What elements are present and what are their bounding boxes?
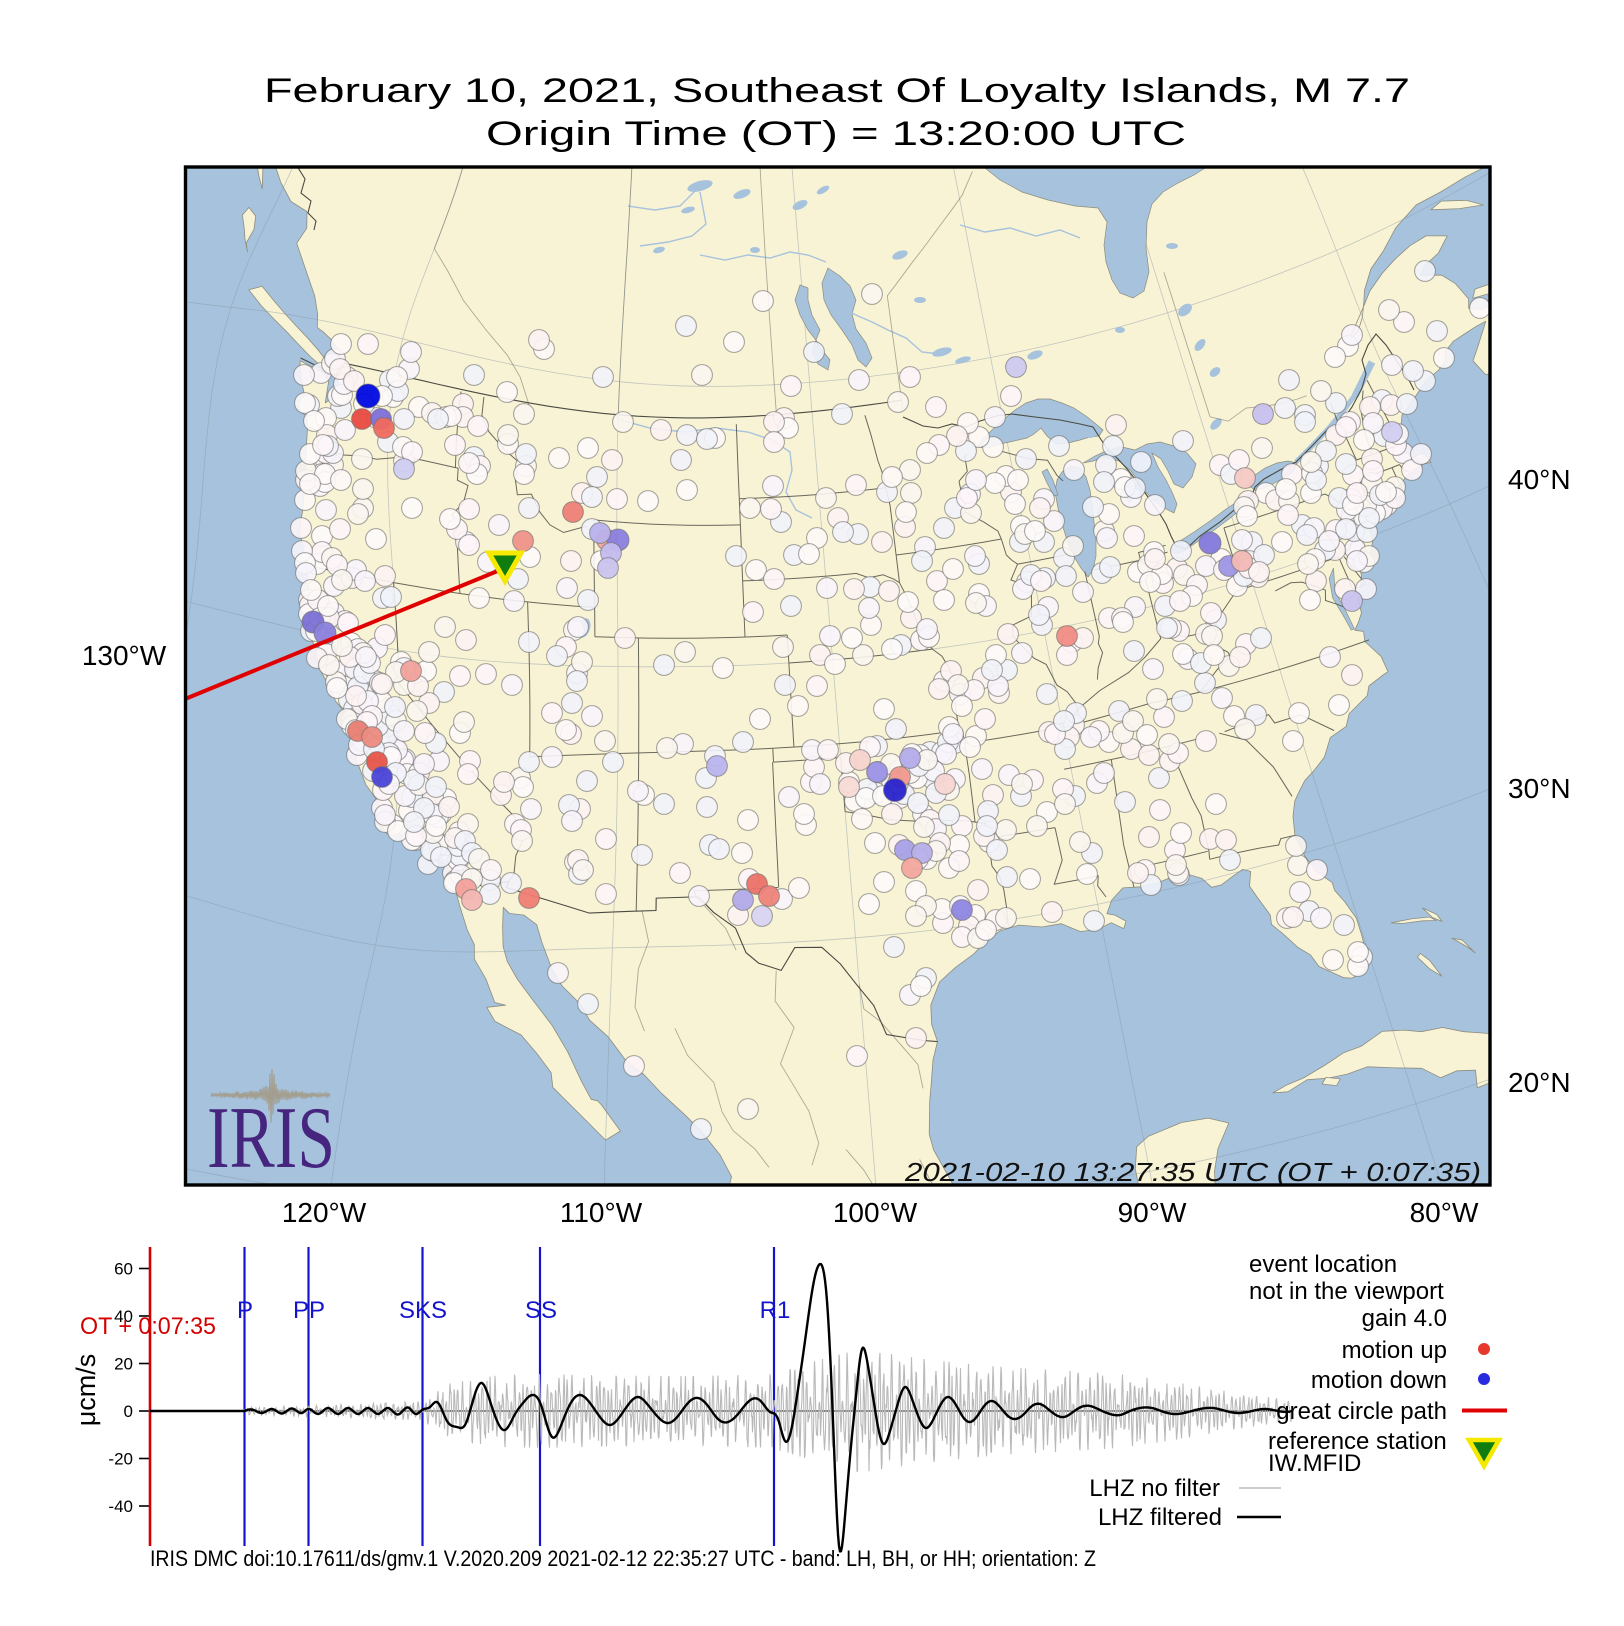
svg-text:IW.MFID: IW.MFID xyxy=(1268,1450,1361,1477)
svg-text:40: 40 xyxy=(114,1307,133,1326)
svg-text:110°W: 110°W xyxy=(560,1197,643,1228)
svg-text:OT + 0:07:35: OT + 0:07:35 xyxy=(80,1313,216,1340)
svg-text:PP: PP xyxy=(293,1297,325,1324)
svg-text:30°N: 30°N xyxy=(1508,773,1571,804)
svg-text:-40: -40 xyxy=(108,1497,133,1516)
svg-text:reference station: reference station xyxy=(1268,1428,1447,1455)
svg-text:60: 60 xyxy=(114,1260,133,1279)
svg-text:20°N: 20°N xyxy=(1508,1067,1571,1098)
svg-text:2021-02-10 13:27:35 UTC (OT +: 2021-02-10 13:27:35 UTC (OT + 0:07:35) xyxy=(904,1159,1481,1187)
svg-text:motion down: motion down xyxy=(1311,1367,1447,1394)
svg-text:90°W: 90°W xyxy=(1118,1197,1187,1228)
svg-text:-20: -20 xyxy=(108,1450,133,1469)
svg-text:100°W: 100°W xyxy=(833,1197,918,1228)
svg-text:R1: R1 xyxy=(760,1297,791,1324)
svg-text:gain 4.0: gain 4.0 xyxy=(1362,1305,1447,1332)
svg-text:motion up: motion up xyxy=(1342,1337,1447,1364)
svg-text:not in the viewport: not in the viewport xyxy=(1249,1278,1444,1305)
svg-text:LHZ filtered: LHZ filtered xyxy=(1098,1504,1222,1531)
svg-text:μcm/s: μcm/s xyxy=(71,1354,101,1427)
svg-text:40°N: 40°N xyxy=(1508,464,1571,495)
svg-text:great circle path: great circle path xyxy=(1276,1398,1447,1425)
svg-text:IRIS DMC doi:10.17611/ds/gmv.1: IRIS DMC doi:10.17611/ds/gmv.1 V.2020.20… xyxy=(150,1546,1096,1571)
svg-text:event location: event location xyxy=(1249,1251,1397,1278)
svg-text:Origin Time (OT) = 13:20:00 UT: Origin Time (OT) = 13:20:00 UTC xyxy=(486,115,1186,153)
svg-text:SS: SS xyxy=(525,1297,557,1324)
svg-text:0: 0 xyxy=(124,1402,133,1421)
svg-text:P: P xyxy=(237,1297,253,1324)
svg-text:February 10, 2021, Southeast O: February 10, 2021, Southeast Of Loyalty … xyxy=(264,72,1410,110)
svg-text:80°W: 80°W xyxy=(1410,1197,1479,1228)
svg-text:SKS: SKS xyxy=(399,1297,447,1324)
svg-text:20: 20 xyxy=(114,1355,133,1374)
svg-text:120°W: 120°W xyxy=(282,1197,367,1228)
svg-text:130°W: 130°W xyxy=(82,640,167,671)
svg-text:LHZ no filter: LHZ no filter xyxy=(1089,1475,1220,1502)
svg-text:IRIS: IRIS xyxy=(207,1090,335,1187)
